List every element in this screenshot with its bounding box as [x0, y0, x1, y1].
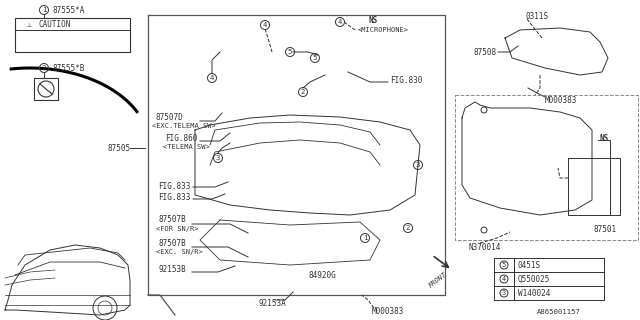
Text: 2: 2 — [301, 89, 305, 95]
Text: 5: 5 — [313, 55, 317, 61]
Text: <MICROPHONE>: <MICROPHONE> — [358, 27, 409, 33]
Bar — [15, 18, 130, 52]
Text: N370014: N370014 — [468, 244, 500, 252]
Text: 87507D: 87507D — [155, 113, 183, 122]
Text: 84920G: 84920G — [308, 270, 336, 279]
Text: 0451S: 0451S — [518, 260, 541, 269]
Text: W140024: W140024 — [518, 289, 550, 298]
Text: 2: 2 — [42, 65, 46, 71]
Text: 1: 1 — [42, 7, 46, 13]
Text: 87501: 87501 — [593, 226, 616, 235]
Text: <TELEMA SW>: <TELEMA SW> — [163, 144, 210, 150]
Text: 92153A: 92153A — [258, 299, 285, 308]
Text: 1: 1 — [363, 235, 367, 241]
Text: FIG.833: FIG.833 — [158, 181, 190, 190]
Text: 87507B: 87507B — [158, 238, 186, 247]
Text: 4: 4 — [502, 276, 506, 282]
Text: 5: 5 — [288, 49, 292, 55]
Text: 87555*B: 87555*B — [52, 63, 84, 73]
Text: CAUTION: CAUTION — [38, 20, 70, 28]
Text: FIG.860: FIG.860 — [165, 133, 197, 142]
Text: 87555*A: 87555*A — [52, 5, 84, 14]
Text: A865001157: A865001157 — [537, 309, 580, 315]
Text: M000383: M000383 — [372, 308, 404, 316]
Text: 4: 4 — [263, 22, 267, 28]
Text: 92153B: 92153B — [158, 266, 186, 275]
Text: FIG.830: FIG.830 — [390, 76, 422, 84]
Text: NS: NS — [600, 133, 609, 142]
Text: FIG.833: FIG.833 — [158, 194, 190, 203]
Bar — [34, 78, 58, 100]
Text: <EXC. SN/R>: <EXC. SN/R> — [156, 249, 203, 255]
Text: 0311S: 0311S — [525, 12, 548, 20]
Text: <EXC.TELEMA SW>: <EXC.TELEMA SW> — [152, 123, 216, 129]
Text: 4: 4 — [210, 75, 214, 81]
Text: 5: 5 — [502, 262, 506, 268]
Text: FRONT: FRONT — [428, 271, 449, 289]
Text: 2: 2 — [406, 225, 410, 231]
Text: 3: 3 — [502, 290, 506, 296]
Text: 87507B: 87507B — [158, 215, 186, 225]
Text: 4: 4 — [338, 19, 342, 25]
Text: 87508: 87508 — [473, 47, 496, 57]
Text: M000383: M000383 — [545, 95, 577, 105]
Text: 87505: 87505 — [107, 143, 130, 153]
Text: <FOR SN/R>: <FOR SN/R> — [156, 226, 198, 232]
Text: Q550025: Q550025 — [518, 275, 550, 284]
Text: ⚠: ⚠ — [27, 20, 31, 28]
Text: 3: 3 — [416, 162, 420, 168]
Text: NS: NS — [368, 15, 377, 25]
Text: 3: 3 — [216, 155, 220, 161]
